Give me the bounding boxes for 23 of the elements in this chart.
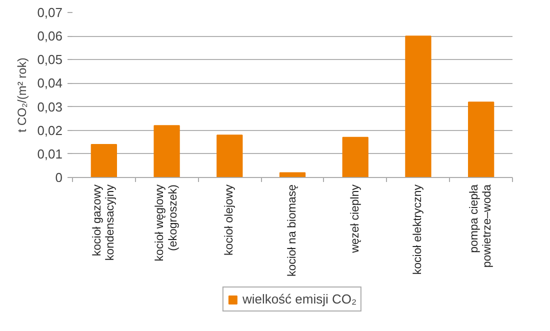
- legend-label: wielkość emisji CO₂: [242, 292, 357, 306]
- y-tick-label: 0,01: [37, 146, 63, 162]
- y-tick-label: 0,07: [37, 5, 63, 20]
- bar: [405, 36, 432, 178]
- x-tick-label: kocioł na biomasę: [286, 184, 298, 277]
- y-tick-label: 0,05: [37, 52, 63, 68]
- bar: [342, 136, 368, 178]
- x-tick-label: pompa ciepła powietrze–woda: [468, 184, 494, 268]
- x-tick-label: węzeł cieplny: [349, 184, 362, 254]
- bar: [154, 125, 180, 178]
- x-tick-label: kocioł gazowy kondensacyjny: [91, 184, 117, 261]
- y-tick-label: 0,06: [37, 28, 63, 44]
- y-tick-label: 0,02: [37, 122, 63, 138]
- y-axis-title: t CO₂/(m² rok): [15, 58, 30, 132]
- x-tick-label: kocioł węglowy (ekogroszek): [154, 184, 180, 262]
- bar: [90, 144, 117, 178]
- bar: [216, 134, 243, 178]
- x-tick-label: kocioł elektryczny: [412, 184, 424, 275]
- bar: [468, 102, 494, 178]
- y-tick-label: 0: [55, 170, 63, 185]
- y-tick-label: 0,04: [37, 76, 63, 91]
- y-tick-label: 0,03: [37, 99, 63, 114]
- x-tick-label: kocioł olejowy: [224, 184, 236, 256]
